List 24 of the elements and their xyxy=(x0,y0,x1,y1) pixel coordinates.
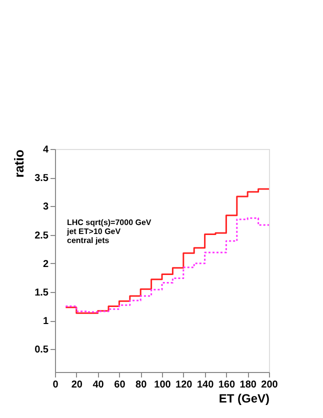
x-tick-label: 200 xyxy=(261,380,278,390)
x-tick-label: 0 xyxy=(52,380,59,390)
x-tick-label: 60 xyxy=(114,380,126,390)
y-tick-label: 1.5 xyxy=(34,287,49,298)
x-axis-title: ET (GeV) xyxy=(218,392,270,406)
x-tick-label: 100 xyxy=(154,380,172,390)
x-tick-label: 20 xyxy=(71,380,83,390)
annotation: central jets xyxy=(67,236,110,245)
x-tick-label: 140 xyxy=(196,380,214,390)
y-tick-label: 3.5 xyxy=(34,173,49,184)
y-tick-label: 0.5 xyxy=(34,344,49,356)
x-tick-label: 40 xyxy=(92,380,104,390)
x-tick-label: 160 xyxy=(218,380,236,390)
annotation: jet ET>10 GeV xyxy=(66,227,122,236)
y-tick-label: 4 xyxy=(42,144,49,156)
y-tick-label: 2 xyxy=(42,258,49,270)
annotation: LHC sqrt(s)=7000 GeV xyxy=(67,218,152,227)
y-tick-label: 3 xyxy=(42,202,49,213)
y-tick-label: 1 xyxy=(42,316,49,328)
x-tick-label: 120 xyxy=(176,380,193,390)
y-tick-label: 2.5 xyxy=(34,230,49,242)
x-tick-label: 80 xyxy=(136,380,148,390)
x-tick-label: 180 xyxy=(240,380,257,390)
y-axis-title: ratio xyxy=(12,149,27,178)
